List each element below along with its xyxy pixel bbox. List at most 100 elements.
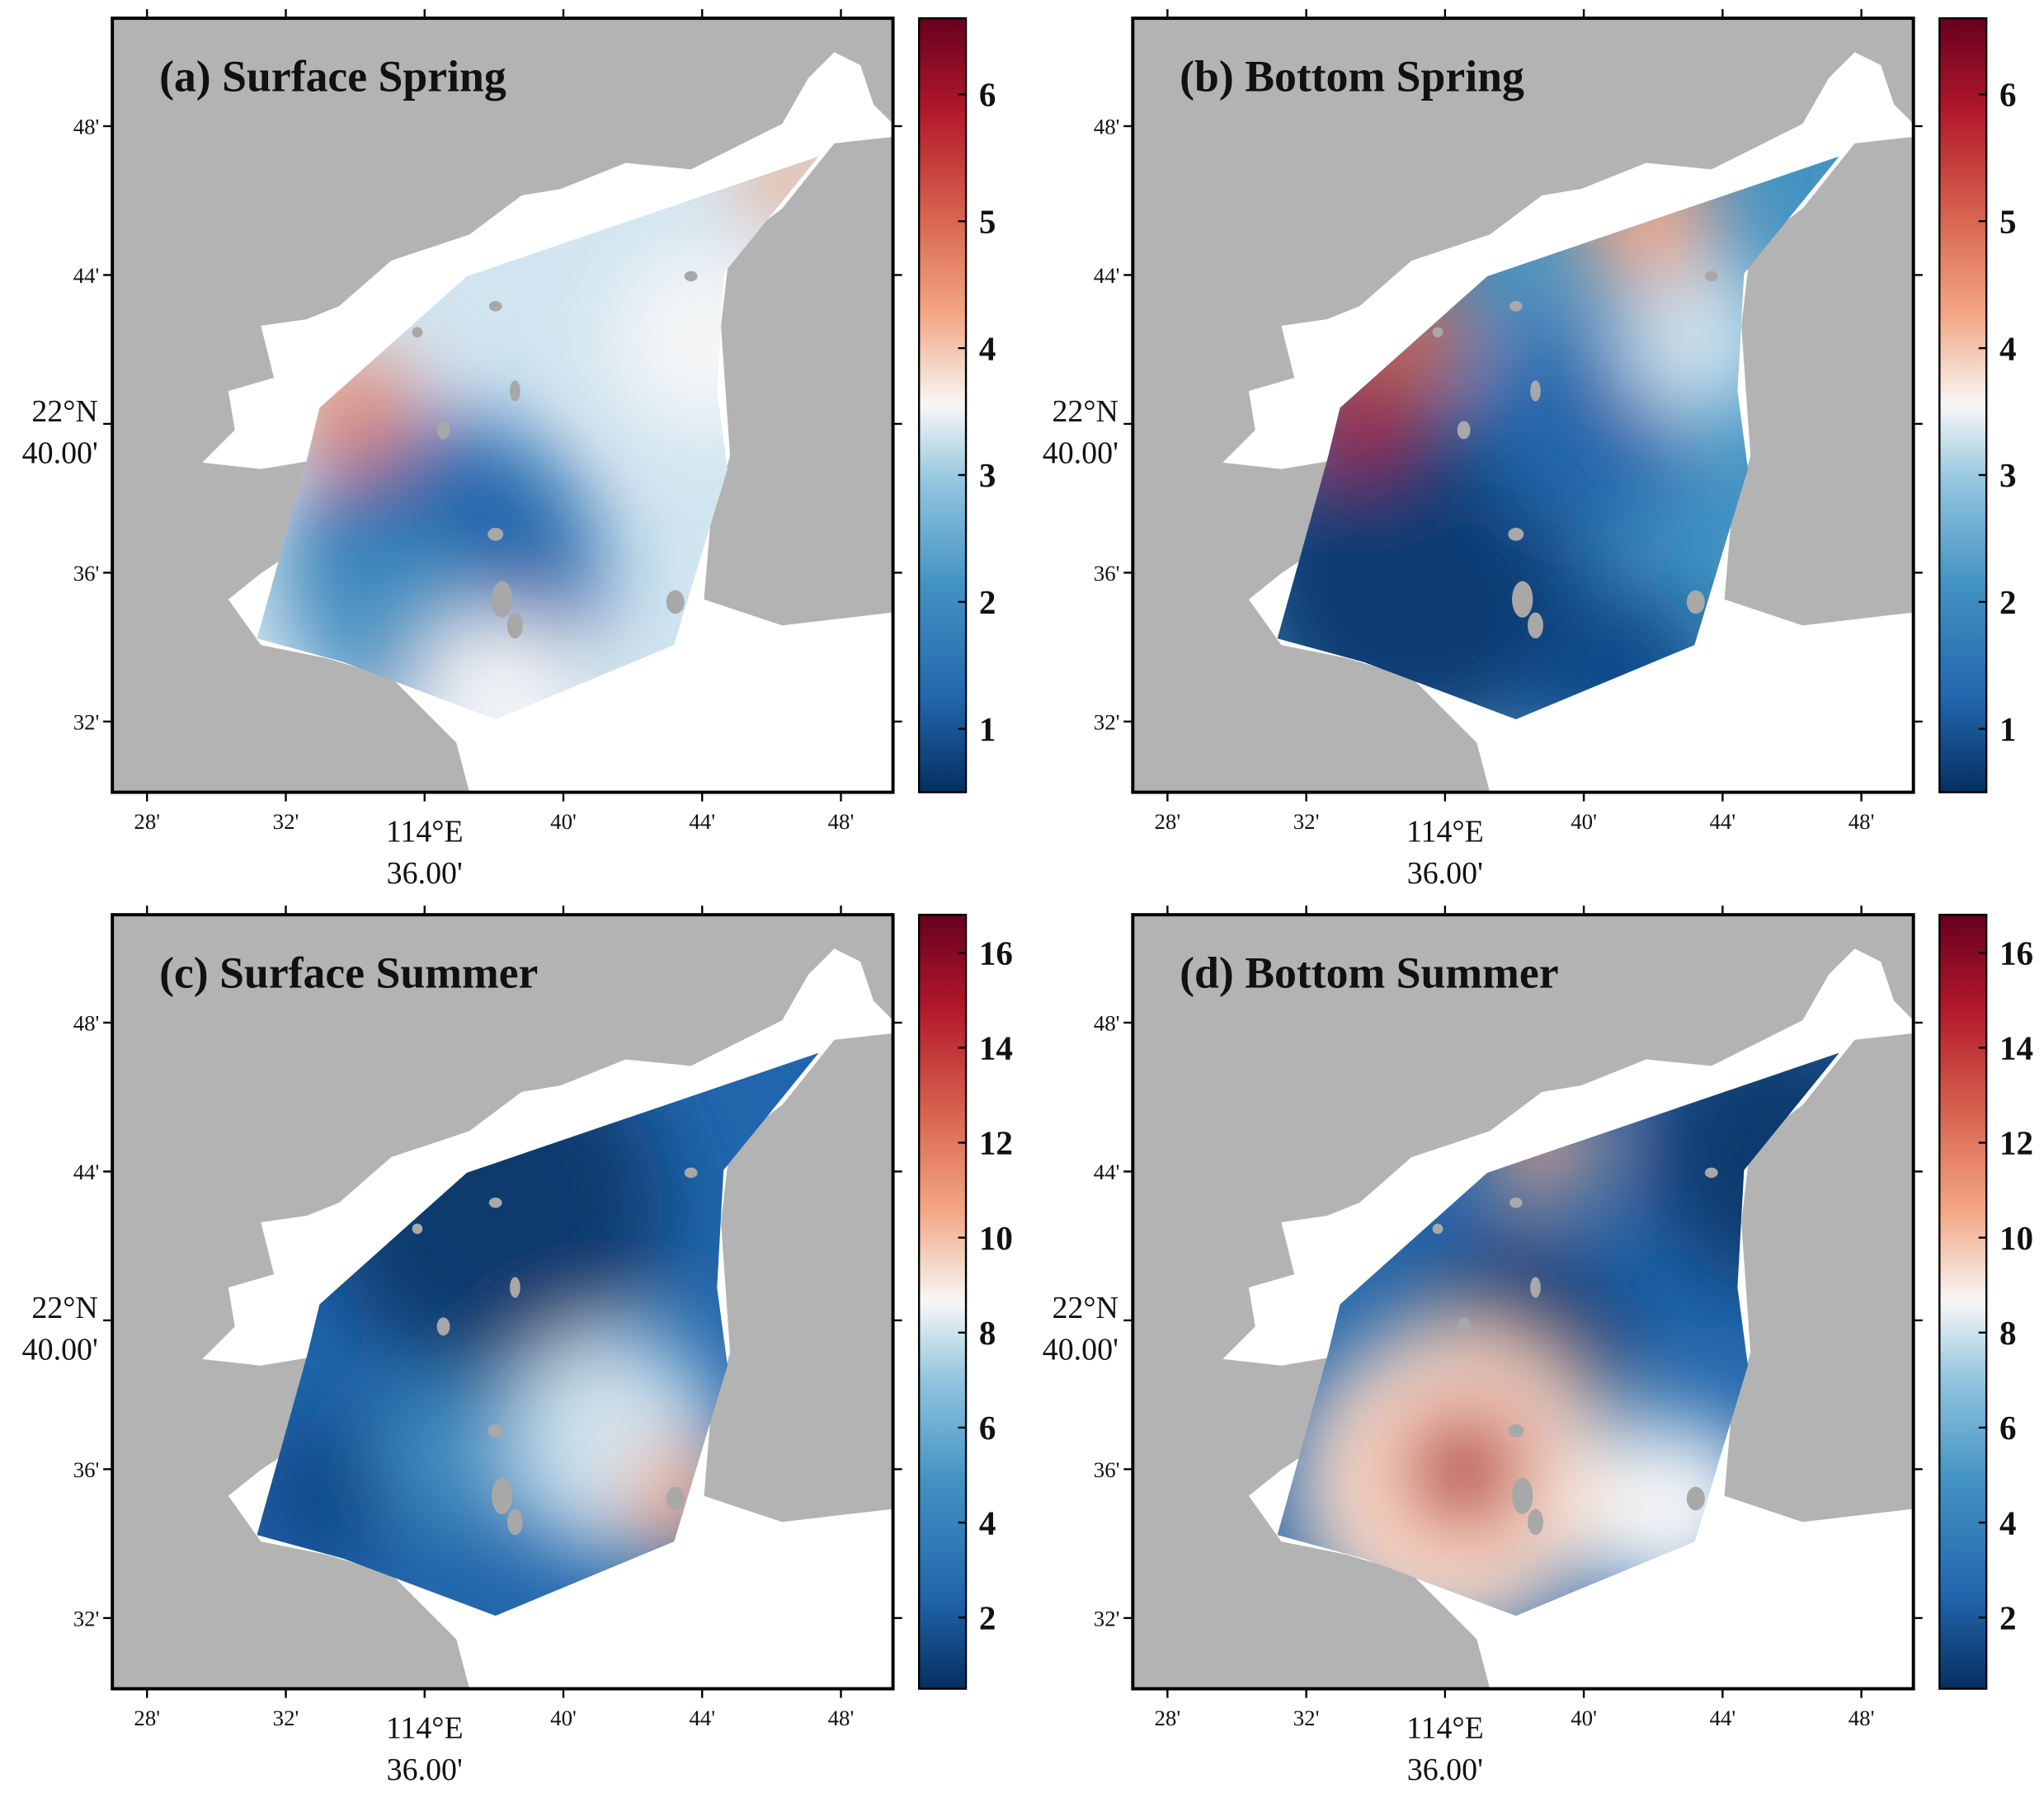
- y-degree-label: 22°N: [31, 1291, 97, 1325]
- map-frame: [1131, 16, 1915, 794]
- island: [684, 271, 698, 282]
- y-degree-label: 22°N: [1052, 394, 1118, 429]
- map-frame: [111, 16, 895, 794]
- island: [1508, 527, 1524, 541]
- colorbar-tick-label: 4: [1999, 329, 2017, 367]
- colorbar-tick-label: 6: [1999, 76, 2017, 114]
- x-tick-label: 32': [273, 1706, 299, 1730]
- y-tick-label: 40.00': [22, 435, 98, 470]
- island: [436, 421, 450, 440]
- panel: (d) Bottom Summer 28' 32' 114°E 36.00' 40' 44'…: [1043, 906, 2033, 1787]
- panel-title: (d) Bottom Summer: [1180, 948, 1558, 998]
- island: [666, 1486, 685, 1511]
- x-degree-label: 114°E: [1406, 815, 1484, 849]
- field-blob: [1620, 260, 1777, 417]
- island: [1512, 1477, 1533, 1514]
- island: [1457, 421, 1471, 440]
- island: [1530, 380, 1541, 402]
- x-tick-label: 28': [134, 1706, 160, 1730]
- x-tick-label: 28': [1155, 1706, 1181, 1730]
- island: [491, 1477, 513, 1514]
- x-tick-label: 44': [1709, 809, 1736, 834]
- y-tick-label: 44': [73, 263, 100, 288]
- colorbar-tick-label: 4: [1999, 1504, 2017, 1541]
- colorbar: [917, 913, 968, 1690]
- colorbar-tick-label: 14: [979, 1029, 1013, 1067]
- y-tick-label: 36': [73, 1457, 100, 1482]
- y-tick-label: 40.00': [1043, 1332, 1119, 1367]
- island: [506, 1508, 523, 1536]
- field-blob: [417, 612, 574, 720]
- y-tick-label: 32': [73, 709, 100, 734]
- x-tick-label: 48': [828, 1706, 855, 1730]
- island: [510, 380, 520, 402]
- colorbar: [917, 16, 968, 793]
- map-frame: [1131, 913, 1915, 1691]
- colorbar-tick-label: 2: [979, 1598, 996, 1636]
- x-tick-label: 48': [1849, 1706, 1875, 1730]
- y-tick-label: 40.00': [22, 1332, 98, 1367]
- island: [412, 327, 423, 338]
- colorbar-tick-label: 2: [979, 583, 996, 621]
- colorbar-tick-label: 5: [979, 202, 996, 240]
- x-tick-label: 36.00': [387, 1753, 463, 1787]
- island: [1432, 1223, 1444, 1235]
- island: [488, 300, 502, 312]
- y-tick-label: 32': [1094, 709, 1120, 734]
- map: [112, 915, 893, 1689]
- island: [666, 590, 685, 614]
- island: [1432, 327, 1444, 338]
- y-tick-label: 44': [1094, 1160, 1120, 1184]
- x-tick-label: 28': [134, 809, 160, 834]
- x-tick-label: 32': [273, 809, 299, 834]
- colorbar-tick-label: 1: [1999, 710, 2017, 748]
- island: [684, 1167, 698, 1179]
- y-tick-label: 32': [73, 1606, 100, 1631]
- x-tick-label: 36.00': [1407, 856, 1483, 891]
- x-tick-label: 44': [689, 809, 715, 834]
- island: [1704, 271, 1718, 282]
- colorbar-tick-label: 6: [979, 76, 996, 114]
- island: [487, 527, 504, 541]
- x-tick-label: 28': [1155, 809, 1181, 834]
- island: [412, 1223, 423, 1235]
- x-tick-label: 40': [1571, 809, 1597, 834]
- x-degree-label: 114°E: [1406, 1711, 1484, 1746]
- island: [491, 581, 513, 618]
- y-tick-label: 48': [73, 114, 100, 139]
- colorbar-tick-label: 8: [1999, 1314, 2017, 1352]
- x-tick-label: 32': [1293, 809, 1320, 834]
- panel-title: (c) Surface Summer: [159, 948, 538, 998]
- colorbar-tick-label: 2: [1999, 1598, 2017, 1636]
- colorbar-tick-label: 6: [1999, 1409, 2017, 1447]
- x-tick-label: 40': [550, 809, 577, 834]
- island: [436, 1317, 450, 1336]
- island: [1457, 1317, 1471, 1336]
- y-tick-label: 48': [1094, 114, 1120, 139]
- y-degree-label: 22°N: [1052, 1291, 1118, 1325]
- x-tick-label: 32': [1293, 1706, 1320, 1730]
- y-tick-label: 32': [1094, 1606, 1120, 1631]
- colorbar: [1938, 913, 1988, 1690]
- map: [1133, 915, 1914, 1689]
- island: [1528, 1508, 1543, 1536]
- x-tick-label: 48': [1849, 809, 1875, 834]
- colorbar-tick-label: 3: [1999, 456, 2017, 494]
- y-tick-label: 44': [1094, 263, 1120, 288]
- colorbar-tick-label: 10: [979, 1219, 1013, 1257]
- x-tick-label: 36.00': [1407, 1753, 1483, 1787]
- x-tick-label: 44': [1709, 1706, 1736, 1730]
- y-tick-label: 36': [73, 561, 100, 586]
- y-tick-label: 48': [1094, 1010, 1120, 1035]
- colorbar-tick-label: 4: [979, 1504, 996, 1541]
- colorbar-tick-label: 10: [1999, 1219, 2033, 1257]
- colorbar-tick-label: 14: [1999, 1029, 2033, 1067]
- island: [1530, 1277, 1541, 1298]
- colorbar-tick-label: 2: [1999, 583, 2017, 621]
- y-tick-label: 36': [1094, 1457, 1120, 1482]
- x-tick-label: 40': [550, 1706, 577, 1730]
- colorbar: [1938, 16, 1988, 793]
- panel-title: (b) Bottom Spring: [1180, 52, 1524, 101]
- colorbar-tick-label: 1: [979, 710, 996, 748]
